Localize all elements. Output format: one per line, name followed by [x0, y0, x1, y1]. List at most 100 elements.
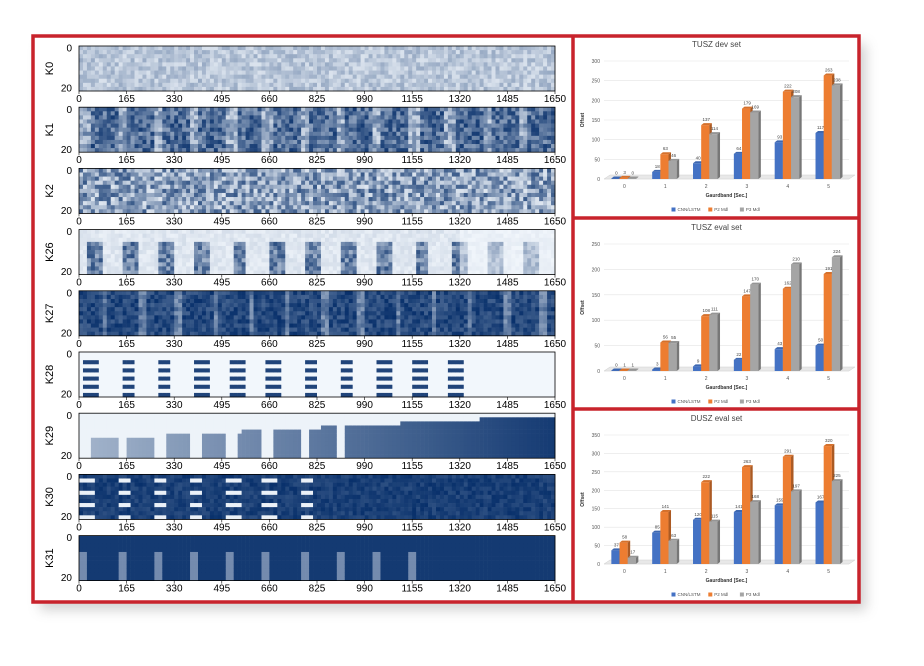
heatmap-cell: [217, 254, 223, 259]
heatmap-cell: [527, 127, 532, 133]
heatmap-cell: [416, 111, 421, 116]
heatmap-cell: [146, 135, 151, 141]
heatmap-cell: [463, 131, 469, 137]
heatmap-cell: [297, 82, 302, 88]
heatmap-cell: [547, 115, 552, 120]
heatmap-cell: [459, 70, 465, 75]
heatmap-cell: [320, 46, 326, 51]
heatmap-cell: [201, 148, 207, 153]
heatmap-cell: [217, 209, 223, 214]
heatmap-cell: [281, 168, 286, 173]
heatmap-cell: [273, 258, 278, 263]
heatmap-cell: [412, 176, 417, 181]
heatmap-cell: [166, 266, 171, 271]
heatmap-cell: [122, 254, 127, 259]
heatmap-cell: [451, 74, 457, 80]
heatmap-cell: [170, 144, 175, 149]
heatmap-cell: [170, 237, 175, 243]
heatmap-cell: [332, 54, 338, 59]
heatmap-cell: [297, 50, 302, 55]
heatmap-cell: [404, 111, 409, 116]
heatmap-cell: [443, 197, 449, 202]
heatmap-cell: [499, 144, 504, 149]
heatmap-cell: [82, 107, 88, 112]
heatmap-cell: [424, 107, 429, 112]
heatmap-cell: [209, 266, 215, 271]
heatmap-cell: [201, 115, 207, 120]
heatmap-cell: [106, 123, 112, 128]
heatmap-cell: [392, 184, 397, 190]
heatmap-cell: [309, 205, 314, 210]
heatmap-cell: [495, 144, 500, 149]
heatmap-cell: [221, 50, 227, 55]
heatmap-cell: [439, 127, 445, 133]
heatmap-cell: [122, 131, 127, 137]
heatmap-cell: [317, 131, 322, 137]
heatmap-cell: [428, 50, 433, 55]
heatmap-cell: [404, 135, 409, 141]
heatmap-cell: [301, 180, 306, 186]
heatmap-cell: [110, 74, 115, 80]
heatmap-cell: [245, 78, 250, 84]
heatmap-cell: [305, 66, 310, 71]
heatmap-cell: [253, 115, 258, 120]
heatmap-cell: [138, 107, 143, 112]
heatmap-cell: [229, 209, 234, 214]
heatmap-cell: [309, 270, 314, 275]
heatmap-cell: [150, 233, 155, 239]
heatmap-cell: [154, 62, 159, 67]
heatmap-cell: [380, 86, 385, 92]
heatmap-cell: [313, 58, 318, 63]
heatmap-cell: [114, 107, 119, 112]
heatmap-cell: [233, 168, 238, 173]
heatmap-cell: [503, 209, 508, 214]
heatmap-cell: [376, 192, 381, 198]
heatmap-cell: [257, 70, 262, 75]
heatmap-cell: [416, 58, 421, 63]
heatmap-cell: [198, 201, 203, 206]
heatmap-cell: [269, 54, 274, 59]
heatmap-cell: [483, 46, 488, 51]
heatmap-cell: [110, 237, 115, 243]
heatmap-cell: [82, 233, 88, 239]
heatmap-cell: [400, 62, 405, 67]
heatmap-cell: [257, 62, 262, 67]
heatmap-cell: [364, 66, 369, 71]
heatmap-cell: [221, 262, 227, 267]
heatmap-cell: [543, 139, 548, 145]
heatmap-cell: [154, 50, 159, 55]
heatmap-cell: [138, 205, 143, 210]
heatmap-cell: [229, 123, 234, 128]
heatmap-cell: [94, 131, 100, 137]
heatmap-cell: [237, 148, 242, 153]
heatmap-cell: [174, 184, 179, 190]
heatmap-cell: [483, 123, 488, 128]
heatmap-cell: [463, 46, 469, 51]
heatmap-cell: [213, 139, 219, 145]
heatmap-cell: [396, 262, 401, 267]
heatmap-cell: [261, 180, 266, 186]
heatmap-cell: [301, 270, 306, 275]
heatmap-cell: [340, 148, 346, 153]
heatmap-cell: [356, 115, 361, 120]
heatmap-cell: [82, 180, 88, 186]
heatmap-cell: [237, 184, 242, 190]
heatmap-cell: [404, 127, 409, 133]
heatmap-cell: [443, 123, 449, 128]
heatmap-cell: [388, 115, 393, 120]
heatmap-cell: [178, 197, 183, 202]
heatmap-cell: [408, 266, 413, 271]
heatmap-cell: [348, 86, 353, 92]
heatmap-cell: [162, 184, 167, 190]
heatmap-cell: [471, 54, 476, 59]
heatmap-cell: [309, 62, 314, 67]
heatmap-cell: [491, 148, 496, 153]
heatmap-cell: [495, 205, 500, 210]
heatmap-cell: [297, 58, 302, 63]
heatmap-cell: [301, 148, 306, 153]
heatmap-cell: [170, 46, 175, 51]
heatmap-cell: [233, 266, 238, 271]
heatmap-cell: [170, 209, 175, 214]
heatmap-cell: [229, 127, 234, 133]
heatmap-cell: [293, 205, 298, 210]
